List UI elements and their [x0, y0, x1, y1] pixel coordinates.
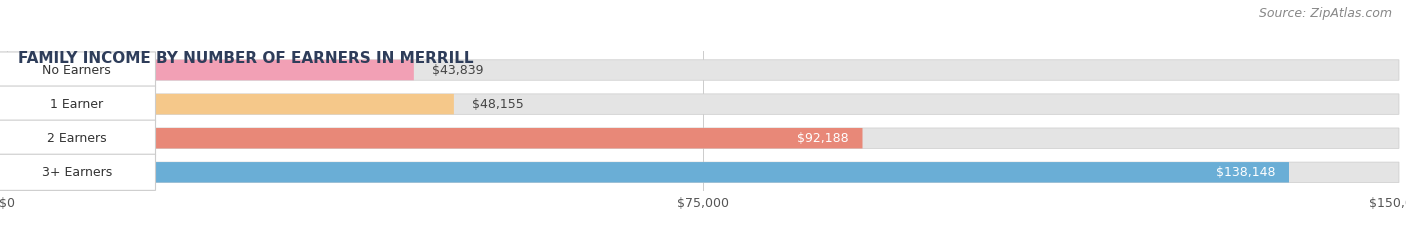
FancyBboxPatch shape: [7, 60, 1399, 80]
Text: FAMILY INCOME BY NUMBER OF EARNERS IN MERRILL: FAMILY INCOME BY NUMBER OF EARNERS IN ME…: [18, 51, 474, 66]
FancyBboxPatch shape: [7, 162, 1399, 182]
FancyBboxPatch shape: [7, 128, 862, 148]
FancyBboxPatch shape: [0, 86, 156, 122]
Text: $138,148: $138,148: [1216, 166, 1275, 179]
FancyBboxPatch shape: [0, 120, 156, 156]
Text: 1 Earner: 1 Earner: [51, 98, 103, 111]
FancyBboxPatch shape: [7, 94, 1399, 114]
FancyBboxPatch shape: [0, 52, 156, 88]
Text: Source: ZipAtlas.com: Source: ZipAtlas.com: [1258, 7, 1392, 20]
Text: $43,839: $43,839: [433, 64, 484, 76]
FancyBboxPatch shape: [7, 94, 454, 114]
Text: 3+ Earners: 3+ Earners: [42, 166, 111, 179]
FancyBboxPatch shape: [0, 154, 156, 190]
Text: No Earners: No Earners: [42, 64, 111, 76]
Text: 2 Earners: 2 Earners: [46, 132, 107, 145]
FancyBboxPatch shape: [7, 162, 1289, 182]
FancyBboxPatch shape: [7, 128, 1399, 148]
Text: $48,155: $48,155: [472, 98, 524, 111]
FancyBboxPatch shape: [7, 60, 413, 80]
Text: $92,188: $92,188: [797, 132, 849, 145]
